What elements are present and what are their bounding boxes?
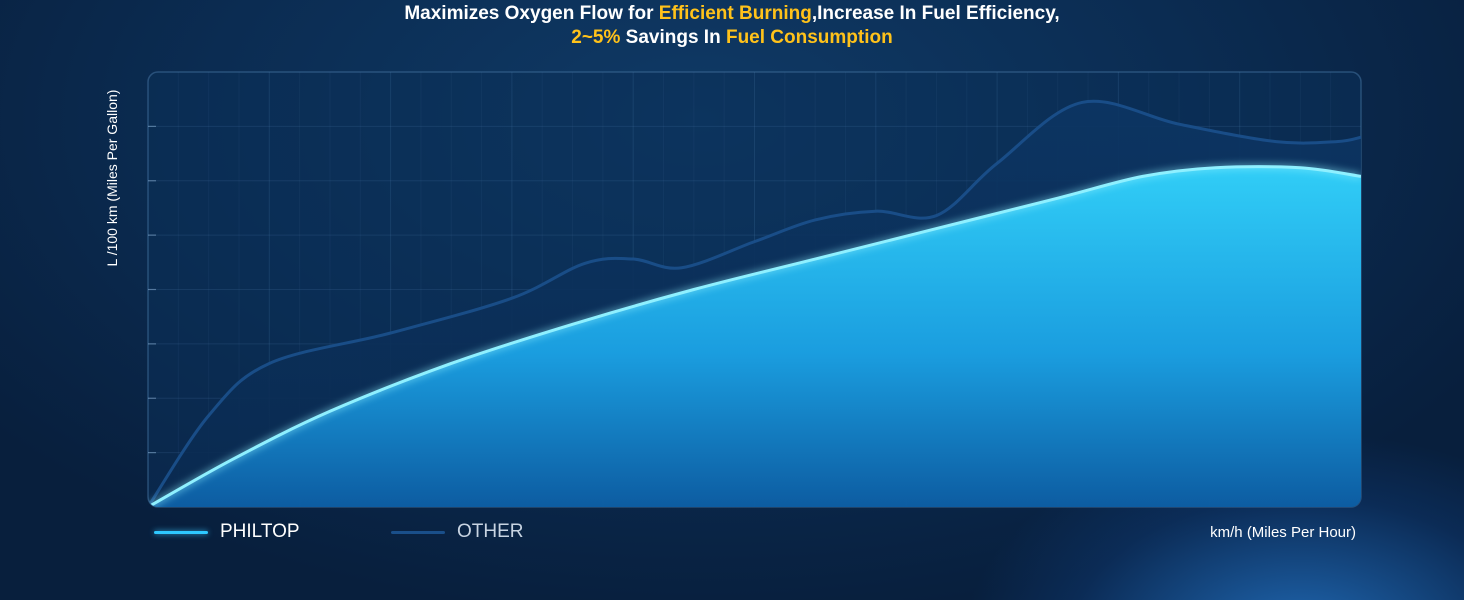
legend-swatch-other <box>391 530 445 534</box>
headline-highlight: 2~5% <box>571 27 621 48</box>
legend-label-philtop: PHILTOP <box>220 521 300 542</box>
legend-item-other: OTHER <box>391 521 524 543</box>
legend-item-philtop: PHILTOP <box>154 521 300 543</box>
philtop-area <box>148 166 1361 507</box>
headline-highlight: Efficient Burning <box>658 3 812 24</box>
headline-text: Savings In <box>620 27 726 48</box>
legend-swatch-philtop <box>154 530 208 534</box>
series-layer <box>148 99 1361 507</box>
headline-text: ,Increase In Fuel Efficiency, <box>811 3 1060 24</box>
headline-highlight: Fuel Consumption <box>725 27 893 48</box>
y-axis-label: L /100 km (Miles Per Gallon) <box>104 89 120 267</box>
legend-label-other: OTHER <box>457 521 524 542</box>
x-axis-label: km/h (Miles Per Hour) <box>1210 524 1356 541</box>
other-line <box>148 99 1361 507</box>
headline-text: Maximizes Oxygen Flow for <box>404 3 659 24</box>
headline-line-1: Maximizes Oxygen Flow for Efficient Burn… <box>0 2 1464 26</box>
headline-line-2: 2~5% Savings In Fuel Consumption <box>0 26 1464 50</box>
philtop-line <box>148 165 1361 507</box>
headline: Maximizes Oxygen Flow for Efficient Burn… <box>0 2 1464 50</box>
